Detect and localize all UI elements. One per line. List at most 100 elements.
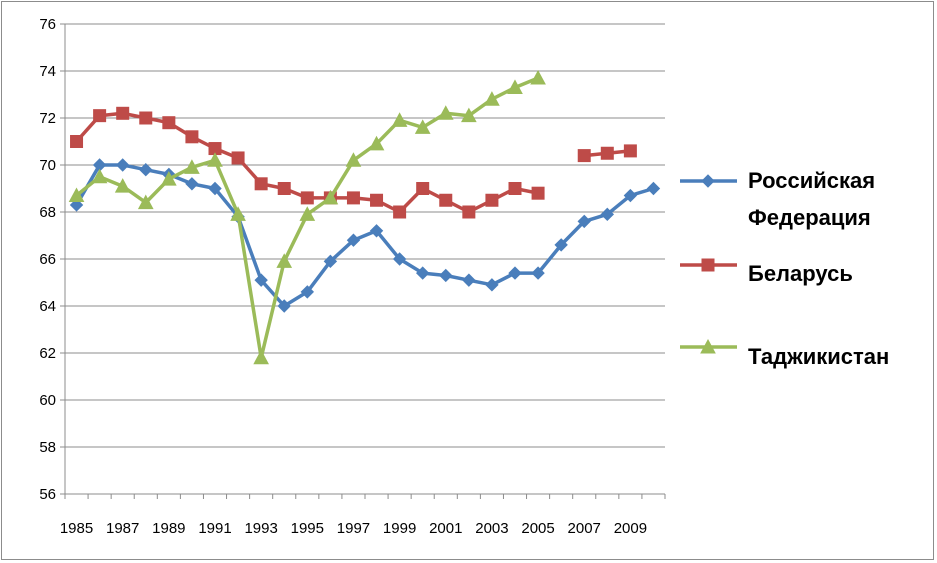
data-point <box>700 338 716 354</box>
y-tick-label: 72 <box>39 110 56 127</box>
x-tick-label: 1999 <box>383 520 416 537</box>
data-point <box>623 188 638 203</box>
y-tick-label: 66 <box>39 251 56 268</box>
gridlines <box>65 23 665 448</box>
data-point <box>416 182 430 195</box>
legend-entry-1: Беларусь <box>680 258 853 286</box>
x-tick-label: 1989 <box>152 520 185 537</box>
data-point <box>299 206 316 221</box>
legend-label-line: Российская <box>748 168 875 193</box>
y-tick-label: 62 <box>39 345 56 362</box>
data-point <box>393 205 407 219</box>
y-tick-label: 56 <box>39 486 56 503</box>
data-point <box>346 233 361 247</box>
data-point <box>91 168 108 184</box>
data-point <box>277 182 291 195</box>
data-point <box>93 109 107 123</box>
data-point <box>439 193 453 207</box>
data-point <box>230 206 246 221</box>
data-point <box>577 214 591 229</box>
x-tick-label: 1985 <box>60 520 93 537</box>
data-point <box>461 107 477 123</box>
data-point <box>207 152 223 167</box>
x-tick-label: 2003 <box>475 520 508 537</box>
legend-label-line: Беларусь <box>748 261 853 286</box>
data-point <box>300 191 314 205</box>
legend-label: Беларусь <box>748 261 853 286</box>
data-point <box>139 111 153 125</box>
data-point <box>116 106 130 120</box>
x-tick-label: 2005 <box>521 520 554 537</box>
data-point <box>68 187 85 203</box>
data-point <box>300 285 315 299</box>
data-point <box>554 238 568 252</box>
data-point <box>507 79 523 94</box>
data-point <box>323 254 338 269</box>
x-tick-label: 1993 <box>244 520 277 537</box>
x-tick-labels: 1985 1987 1989 1991 1993 1995 1997 1999 2001 2003… <box>60 520 647 537</box>
data-point <box>276 253 293 268</box>
data-point <box>485 193 499 207</box>
data-point <box>139 162 153 177</box>
data-point <box>161 171 177 186</box>
data-point <box>600 207 615 222</box>
y-tick-label: 68 <box>39 204 56 221</box>
data-point <box>462 273 476 287</box>
data-point <box>646 181 661 196</box>
data-point <box>600 146 614 160</box>
series-0 <box>69 158 661 313</box>
data-point <box>577 149 591 163</box>
data-point <box>415 266 430 280</box>
y-tick-label: 64 <box>39 298 56 315</box>
data-point <box>253 349 269 365</box>
data-point <box>462 205 476 219</box>
legend: Российская Федерация Беларусь Таджикистан <box>680 168 889 369</box>
x-tick-label: 1997 <box>337 520 370 537</box>
data-point <box>530 69 546 85</box>
data-point <box>368 135 385 151</box>
data-point <box>392 252 407 266</box>
y-tick-label: 58 <box>39 439 56 456</box>
data-point <box>137 194 154 210</box>
data-point <box>391 112 408 127</box>
data-point <box>115 158 130 172</box>
data-point <box>346 191 360 205</box>
data-point <box>254 177 268 191</box>
axes <box>60 23 666 499</box>
data-point <box>208 181 222 196</box>
y-tick-label: 60 <box>39 392 56 409</box>
x-tick-label: 2009 <box>614 520 647 537</box>
data-point <box>185 130 199 144</box>
series-2 <box>68 69 546 365</box>
data-point <box>185 177 199 191</box>
y-tick-label: 76 <box>39 16 56 33</box>
data-point <box>254 273 268 287</box>
data-point <box>231 151 245 165</box>
data-point <box>623 144 637 158</box>
data-point <box>345 152 362 167</box>
legend-label-line: Таджикистан <box>748 344 889 369</box>
data-point <box>114 178 131 193</box>
data-point <box>162 116 176 130</box>
y-tick-labels: 56 58 60 62 64 66 68 70 72 74 76 <box>39 16 56 503</box>
data-point <box>484 91 500 106</box>
data-point <box>485 278 499 292</box>
legend-entry-2: Таджикистан <box>680 338 889 369</box>
legend-label: Таджикистан <box>748 344 889 369</box>
legend-label: Российская Федерация <box>748 168 875 230</box>
data-point <box>439 268 453 283</box>
data-point <box>531 186 545 200</box>
data-point <box>369 224 384 238</box>
x-tick-label: 1995 <box>291 520 324 537</box>
data-point <box>370 193 384 207</box>
data-point <box>277 299 291 313</box>
data-point <box>531 266 545 280</box>
x-tick-label: 2007 <box>568 520 601 537</box>
data-point <box>508 266 522 280</box>
legend-label-line: Федерация <box>748 205 871 230</box>
x-tick-label: 1991 <box>198 520 231 537</box>
x-tick-label: 2001 <box>429 520 462 537</box>
data-point <box>414 119 431 134</box>
data-point <box>701 258 715 272</box>
